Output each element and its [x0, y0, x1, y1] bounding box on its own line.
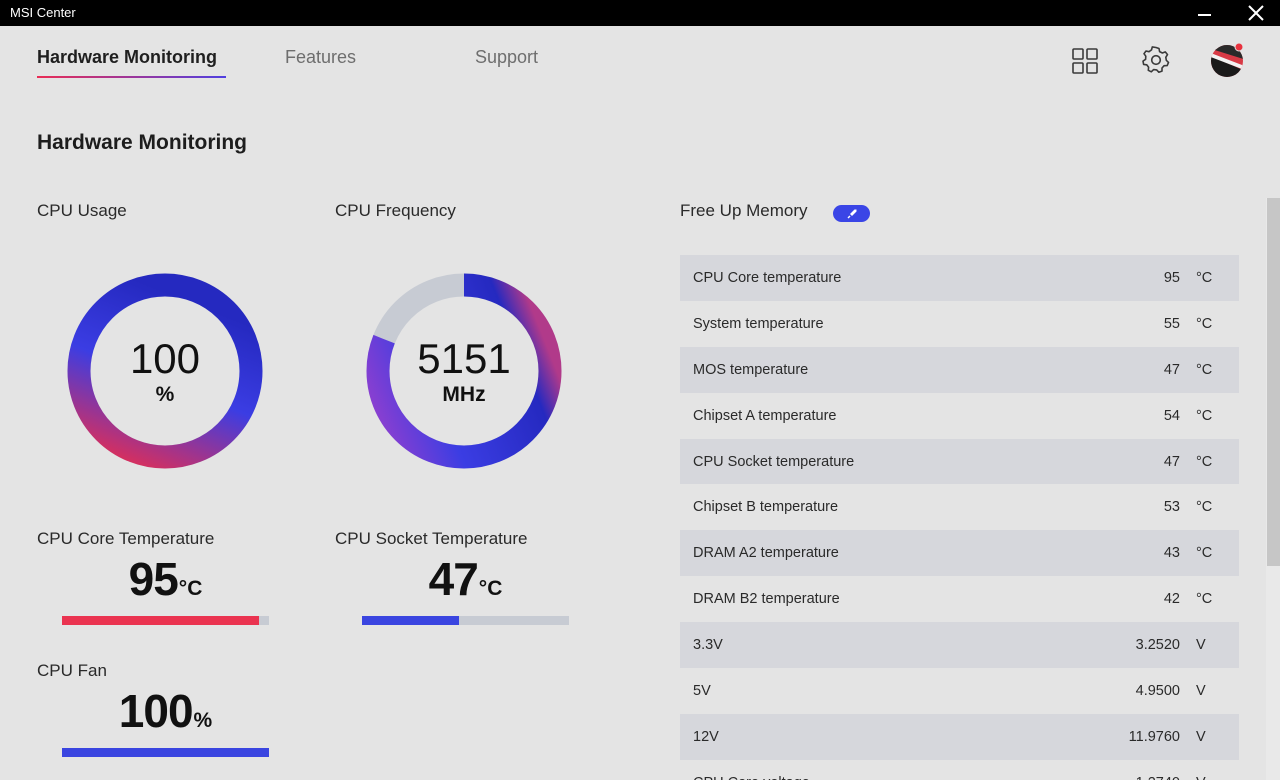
sensor-row: CPU Core voltage 1.2740 V [680, 760, 1239, 780]
cpu-frequency-gauge: 5151 MHz [366, 273, 562, 469]
sensor-value: 4.9500 [1135, 683, 1180, 700]
sensor-unit: V [1196, 775, 1206, 780]
cpu-usage-label: CPU Usage [37, 201, 127, 220]
sensor-value: 11.9760 [1128, 728, 1180, 745]
sensor-row: 5V 4.9500 V [680, 668, 1239, 714]
sensor-name: DRAM A2 temperature [693, 545, 839, 562]
sensor-name: CPU Core temperature [693, 270, 842, 286]
sensor-row: MOS temperature 47 °C [680, 346, 1239, 393]
sensor-unit: °C [1196, 499, 1213, 516]
sensor-name: MOS temperature [693, 361, 809, 378]
sensor-name: 3.3V [693, 637, 723, 654]
cpu-core-temp-bar [62, 616, 269, 625]
sensor-name: DRAM B2 temperature [693, 591, 840, 608]
sensor-value: 95 [1163, 270, 1180, 286]
sensor-table: CPU Core temperature 95 °C System temperatu… [680, 255, 1239, 780]
sensor-name: 5V [693, 683, 711, 700]
sensor-row: Chipset A temperature 54 °C [680, 393, 1239, 439]
cpu-socket-temp-readout: 47°C [362, 552, 569, 606]
sensor-name: CPU Core voltage [693, 775, 810, 780]
sensor-name: System temperature [693, 315, 824, 332]
cpu-usage-arc [67, 273, 263, 469]
sensor-value: 54 [1163, 407, 1180, 424]
cpu-core-temp-value: 95 [128, 553, 179, 605]
sensor-name: 12V [693, 728, 719, 745]
cpu-socket-temp-unit: °C [478, 577, 503, 600]
cpu-fan-unit: % [193, 709, 213, 732]
cpu-core-temp-bar-fill [62, 616, 259, 625]
close-button[interactable] [1236, 0, 1276, 26]
cpu-socket-temp-bar [362, 616, 569, 625]
sensor-row: DRAM A2 temperature 43 °C [680, 530, 1239, 577]
sensor-value: 47 [1163, 453, 1180, 470]
cpu-frequency-label: CPU Frequency [335, 201, 456, 220]
tab-support[interactable]: Support [475, 47, 539, 67]
rocket-icon [847, 209, 856, 218]
sensor-row: Chipset B temperature 53 °C [680, 484, 1239, 530]
cpu-fan-readout: 100% [62, 684, 269, 738]
sensor-unit: °C [1196, 545, 1213, 562]
minimize-icon [1198, 14, 1211, 16]
app-title: MSI Center [10, 5, 76, 20]
grid-icon [1072, 48, 1098, 74]
page-title: Hardware Monitoring [37, 131, 248, 154]
minimize-button[interactable] [1185, 0, 1225, 26]
gear-icon [1142, 46, 1170, 73]
sensor-name: CPU Socket temperature [693, 453, 855, 470]
sensor-row: System temperature 55 °C [680, 301, 1239, 347]
cpu-socket-temp-bar-fill [362, 616, 460, 625]
cpu-fan-bar [62, 748, 269, 757]
cpu-fan-value: 100 [118, 685, 194, 737]
sensor-row: 3.3V 3.2520 V [680, 622, 1239, 669]
sensor-unit: V [1196, 728, 1206, 745]
free-up-memory-label: Free Up Memory [680, 201, 808, 220]
cpu-socket-temp-label: CPU Socket Temperature [335, 529, 528, 548]
sensor-row: CPU Socket temperature 47 °C [680, 438, 1239, 485]
sensor-row: DRAM B2 temperature 42 °C [680, 576, 1239, 622]
sensor-value: 47 [1163, 361, 1180, 378]
tab-hardware-monitoring[interactable]: Hardware Monitoring [37, 47, 218, 67]
sensor-unit: °C [1196, 453, 1213, 470]
cpu-usage-value: 100 [129, 335, 201, 382]
sensor-value: 1.2740 [1136, 775, 1180, 780]
sensor-unit: °C [1196, 591, 1213, 608]
active-tab-underline [37, 76, 226, 78]
user-avatar[interactable] [1210, 42, 1246, 84]
sensor-value: 55 [1163, 315, 1180, 332]
sensor-unit: °C [1196, 315, 1213, 332]
sensor-value: 3.2520 [1135, 637, 1180, 654]
cpu-core-temp-readout: 95°C [62, 552, 269, 606]
cpu-frequency-unit: MHz [442, 383, 486, 406]
sensor-value: 53 [1163, 499, 1180, 516]
sensor-name: Chipset A temperature [693, 407, 837, 424]
sensor-row: CPU Core temperature 95 °C [680, 255, 1239, 301]
cpu-fan-bar-fill [62, 748, 269, 757]
settings-button[interactable] [1141, 45, 1171, 80]
sensor-unit: °C [1196, 361, 1213, 378]
cpu-frequency-arc [366, 273, 562, 469]
cpu-usage-unit: % [155, 383, 175, 406]
cpu-core-temp-unit: °C [178, 577, 203, 600]
sensor-unit: V [1196, 683, 1206, 700]
free-up-memory-button[interactable] [833, 205, 870, 222]
sensor-value: 43 [1163, 545, 1180, 562]
cpu-frequency-value: 5151 [417, 335, 511, 382]
close-icon [1248, 5, 1264, 21]
cpu-usage-gauge: 100 % [67, 273, 263, 469]
sensor-unit: V [1196, 637, 1206, 654]
title-bar: MSI Center [0, 0, 1280, 26]
sensor-unit: °C [1196, 270, 1213, 286]
grid-view-button[interactable] [1071, 47, 1099, 80]
avatar-icon [1211, 42, 1244, 77]
scrollbar-thumb[interactable] [1267, 198, 1280, 566]
cpu-fan-label: CPU Fan [37, 661, 107, 680]
sensor-unit: °C [1196, 407, 1213, 424]
cpu-socket-temp-value: 47 [428, 553, 479, 605]
sensor-name: Chipset B temperature [693, 499, 839, 516]
sensor-value: 42 [1163, 591, 1180, 608]
tab-features[interactable]: Features [285, 47, 357, 67]
cpu-core-temp-label: CPU Core Temperature [37, 529, 215, 548]
sensor-row: 12V 11.9760 V [680, 713, 1239, 760]
